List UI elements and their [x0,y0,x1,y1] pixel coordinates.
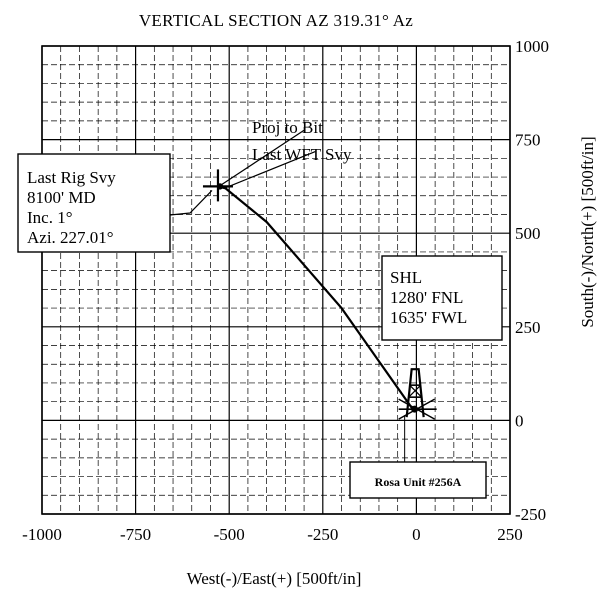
y-axis-label: South(-)/North(+) [500ft/in] [578,136,597,327]
shl-line: 1280' FNL [390,288,463,307]
last-rig-svy-line: Azi. 227.01° [27,228,114,247]
well-path-line [217,185,414,410]
y-tick-label: 750 [515,131,541,150]
x-tick-label: -1000 [22,525,62,544]
rig-cross-1 [408,384,422,398]
x-axis-label: West(-)/East(+) [500ft/in] [187,569,362,588]
shl-line: 1635' FWL [390,308,467,327]
y-tick-labels: -250 0 250 500 750 1000 [515,37,549,524]
x-tick-labels: -1000 -750 -500 -250 0 250 [22,525,523,544]
last-rig-svy-leader [169,189,213,216]
last-wft-svy-leader [223,151,316,189]
x-tick-label: 0 [412,525,421,544]
minor-grid [42,46,510,514]
rig-dot [411,405,419,413]
x-tick-label: -750 [120,525,151,544]
data-layer: Proj to Bit Last WFT Svy Last Rig Svy8100'… [17,118,503,499]
last-rig-svy-line: Inc. 1° [27,208,73,227]
proj-to-bit-leader [221,129,305,185]
last-rig-svy-line: Last Rig Svy [27,168,116,187]
y-tick-label: 0 [515,411,524,430]
shl-line: SHL [390,268,422,287]
x-tick-label: -250 [307,525,338,544]
last-rig-svy-box [17,153,171,253]
y-tick-label: -250 [515,505,546,524]
rig-cross-2 [409,384,423,398]
plot-frame [41,45,511,515]
y-tick-label: 500 [515,224,541,243]
x-tick-label: 250 [497,525,523,544]
rig-legs [405,368,425,418]
well-name-callout: Rosa Unit #256A [349,415,487,499]
x-tick-label: -500 [214,525,245,544]
rig-icon [398,368,437,420]
well-name-label: Rosa Unit #256A [375,475,462,489]
shl-box [381,255,503,341]
y-tick-label: 1000 [515,37,549,56]
last-wft-svy-label: Last WFT Svy [252,145,352,164]
y-tick-label: 250 [515,318,541,337]
chart-title: VERTICAL SECTION AZ 319.31° Az [139,11,413,30]
last-rig-svy-line: 8100' MD [27,188,96,207]
well-name-box [349,461,487,499]
proj-to-bit-label: Proj to Bit [252,118,323,137]
last-rig-svy-marker [202,169,233,202]
marker-dot [216,183,224,190]
